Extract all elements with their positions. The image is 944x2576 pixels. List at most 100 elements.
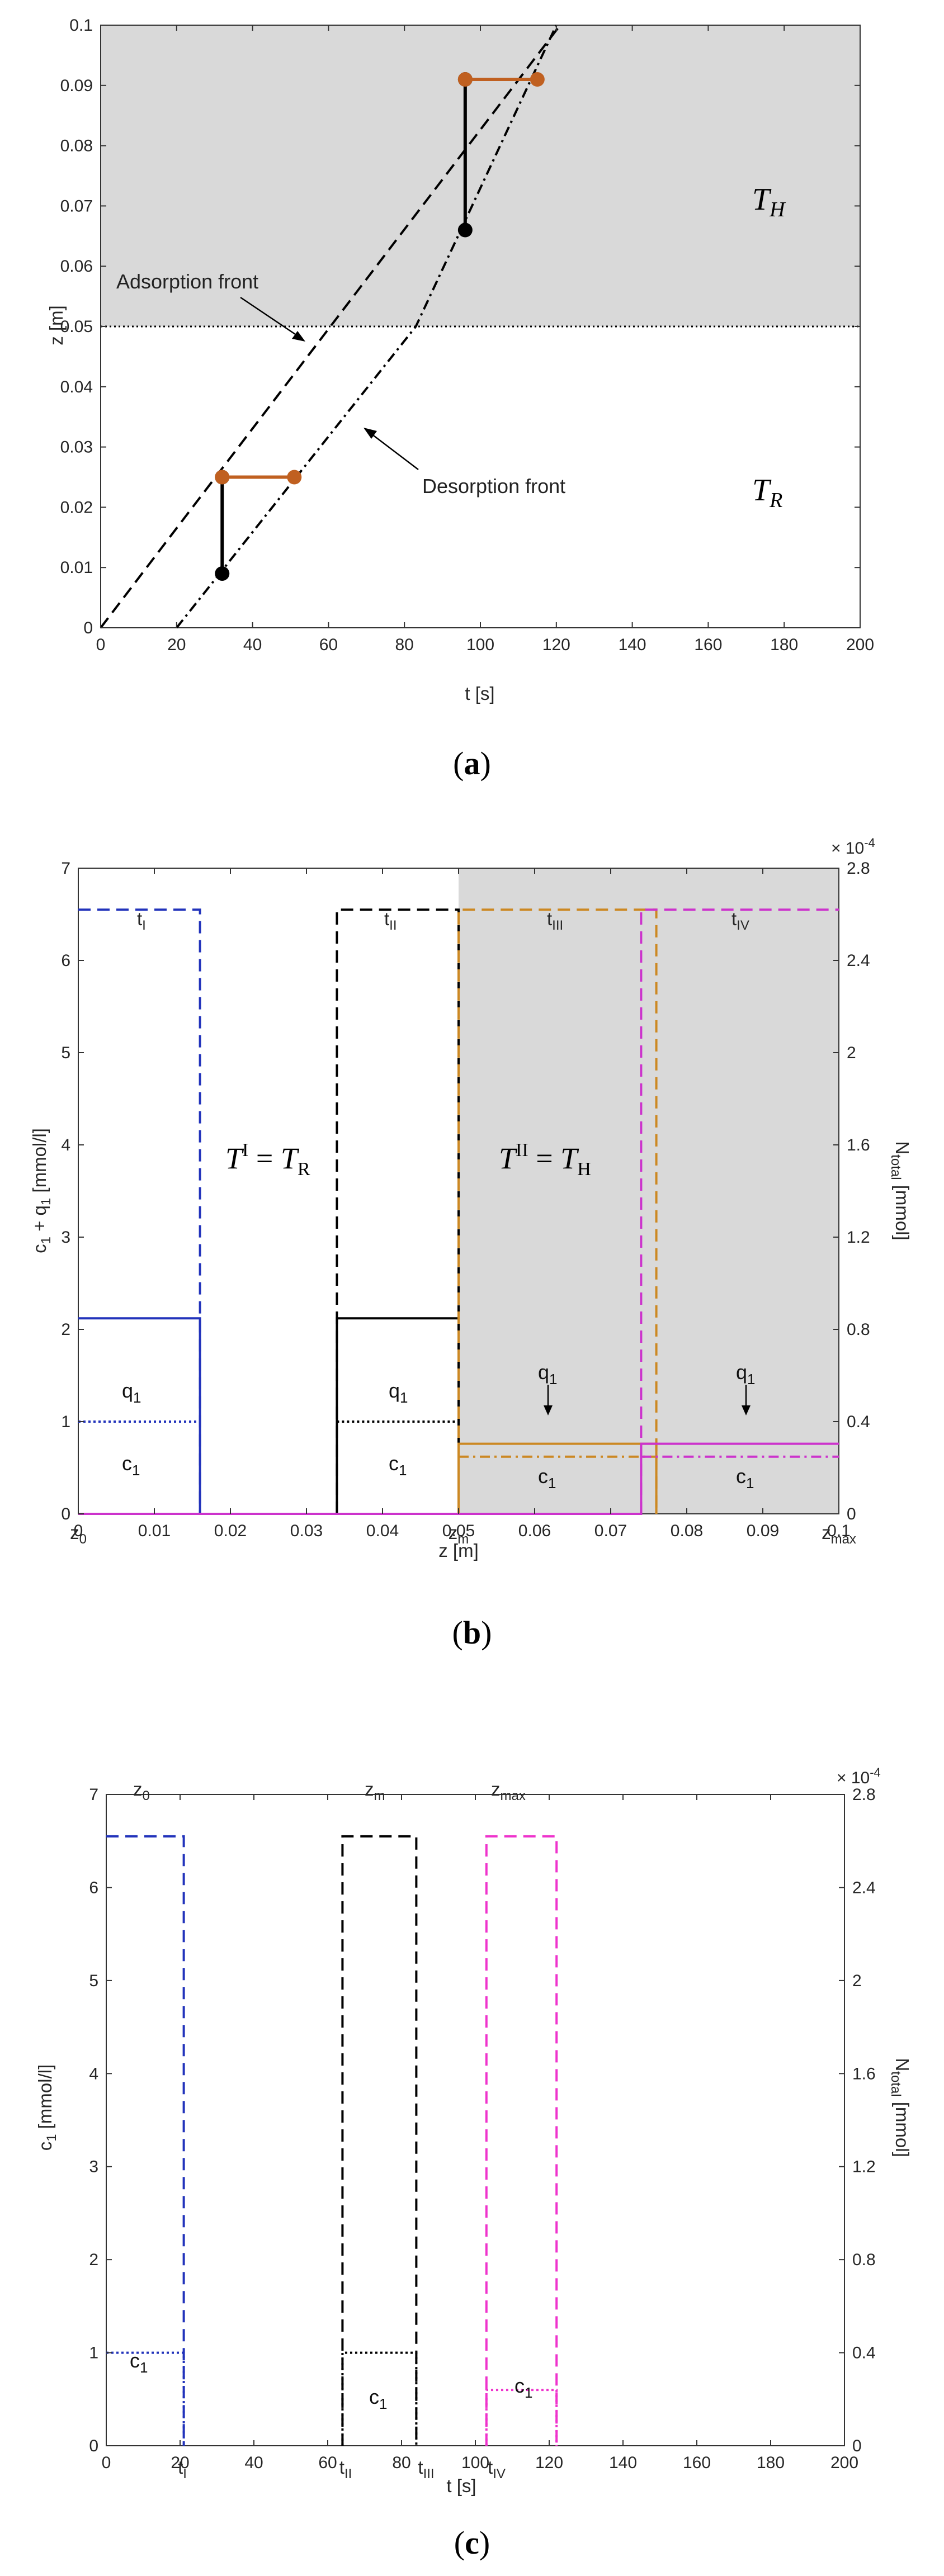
chart-b-y2tick-label: 2.4 (847, 951, 870, 970)
chart-b-y2tick-label: 0.8 (847, 1320, 870, 1339)
chart-a-marker-point (215, 470, 230, 485)
chart-c-y2tick-label: 2.4 (852, 1878, 876, 1897)
chart-c-xtick-label: 60 (318, 2454, 337, 2472)
chart-c-ytick-label: 7 (89, 1786, 98, 1804)
chart-b-ytick-label: 6 (61, 951, 70, 970)
chart-c-xtick-label: 80 (392, 2454, 410, 2472)
chart-c-ytick-label: 1 (89, 2344, 98, 2362)
chart-a-desorption-annotation: Desorption front (422, 475, 565, 498)
chart-a-xtick-label: 0 (96, 636, 106, 654)
chart-c-under-tIII: tIII (418, 2457, 434, 2482)
chart-a-ylabel: z [m] (46, 305, 67, 345)
chart-b-series-9 (640, 908, 839, 1514)
chart-a-marker-point (457, 222, 473, 238)
chart-c-y2tick-label: 1.6 (852, 2064, 876, 2083)
chart-b-series-0 (78, 908, 201, 1514)
chart-b-temp-right: TII = TH (499, 1140, 591, 1180)
chart-b-q1-label-tII: q1 (389, 1379, 408, 1406)
chart-a-xlabel: t [s] (465, 683, 494, 704)
chart-a-ytick-label: 0.08 (60, 137, 93, 155)
chart-a-xtick-label: 80 (395, 636, 414, 654)
chart-a-desorption-arrowhead (364, 428, 377, 439)
chart-b-y2tick-label: 0.4 (847, 1413, 870, 1431)
chart-b-xtick-label: 0.08 (671, 1522, 703, 1540)
chart-a-marker-point (457, 72, 473, 87)
chart-b-xtick-label: 0.04 (366, 1522, 399, 1540)
chart-b-xlabel: z [m] (438, 1540, 479, 1561)
chart-b-series-6 (457, 908, 658, 1514)
chart-b-y2tick-label: 1.6 (847, 1136, 870, 1154)
chart-c-under-tII: tII (339, 2457, 352, 2482)
chart-c: 0 20 40 60 80 100 120 140 160 180 2000123456700.40… (35, 1765, 913, 2561)
chart-c-y2tick-label: 1.2 (852, 2158, 876, 2176)
chart-c-xtick-label: 120 (535, 2454, 563, 2472)
chart-a-ytick-label: 0.05 (60, 318, 93, 336)
chart-a-marker-point (530, 72, 545, 87)
chart-c-series-4 (485, 1835, 558, 2446)
chart-a-xtick-label: 40 (243, 636, 262, 654)
chart-b-series-1 (78, 1317, 201, 1514)
chart-b-ytick-label: 1 (61, 1413, 70, 1431)
chart-c-ylabel: c1 [mmol/l] (35, 2064, 59, 2151)
chart-b-xtick-label: 0 (74, 1522, 83, 1540)
chart-b-time-label-tII: tII (384, 908, 397, 933)
chart-b-y2tick-label: 2.8 (847, 859, 870, 878)
chart-c-y2tick-label: 0.8 (852, 2251, 876, 2269)
chart-b-y2label: Ntotal [mmol] (888, 1141, 913, 1240)
chart-a-region-bottom-label: TR (752, 473, 782, 512)
chart-b-ytick-label: 3 (61, 1228, 70, 1247)
chart-a-desorption-arrow (366, 430, 419, 470)
chart-c-c1-label-z0: c1 (130, 2349, 148, 2376)
chart-b-shade-right (459, 868, 839, 1514)
chart-b-xtick-label: 0.02 (214, 1522, 247, 1540)
chart-a-xtick-label: 200 (846, 636, 874, 654)
chart-b-series-4 (336, 1317, 460, 1514)
chart-a-marker-point (215, 566, 230, 581)
chart-a-shade-top (101, 25, 860, 326)
chart-b: 0 0.01 0.02 0.03 0.04 0.05 0.06 0.07 0.08 0.09 0.1… (29, 836, 913, 1651)
chart-a-adsorption-arrow (240, 296, 303, 340)
chart-a: 0 20 40 60 80 100 120 140 160 180 200 0 0.01 0.02 0.03… (46, 16, 874, 782)
chart-c-y2tick-label: 2.8 (852, 1786, 876, 1804)
chart-c-y2label: Ntotal [mmol] (888, 2058, 913, 2157)
chart-a-ytick-label: 0.07 (60, 197, 93, 215)
chart-b-q1-label-tI: q1 (122, 1379, 141, 1406)
chart-a-ytick-label: 0.01 (60, 558, 93, 577)
chart-a-adsorption-arrowhead (292, 331, 305, 342)
chart-a-xtick-label: 60 (319, 636, 338, 654)
chart-b-ytick-label: 0 (61, 1505, 70, 1523)
chart-b-xtick-label: 0.03 (290, 1522, 323, 1540)
chart-a-xtick-label: 160 (694, 636, 722, 654)
chart-b-y2tick-label: 0 (847, 1505, 856, 1523)
chart-c-y2tick-label: 0.4 (852, 2344, 876, 2362)
chart-a-series-0 (100, 24, 561, 629)
chart-a-marker-point (287, 470, 302, 485)
chart-a-xtick-label: 120 (542, 636, 570, 654)
chart-c-ytick-label: 5 (89, 1972, 98, 1990)
chart-b-xtick-label: 0.01 (138, 1522, 171, 1540)
chart-a-ytick-label: 0 (83, 619, 93, 637)
chart-c-xlabel: t [s] (446, 2475, 476, 2496)
chart-b-ytick-label: 7 (61, 859, 70, 878)
chart-a-xtick-label: 100 (466, 636, 494, 654)
chart-c-top-label-zm: zm (365, 1779, 385, 1803)
chart-b-ylabel: c1 + q1 [mmol/l] (29, 1128, 54, 1253)
chart-b-xtick-label: 0.05 (442, 1522, 475, 1540)
chart-b-xtick-label: 0.07 (594, 1522, 627, 1540)
chart-b-y2tick-label: 2 (847, 1044, 856, 1062)
chart-b-xtick-label: 0.09 (747, 1522, 779, 1540)
chart-a-ytick-label: 0.04 (60, 378, 93, 396)
chart-c-y2tick-label: 0 (852, 2437, 862, 2455)
chart-b-arrowhead-tIV (742, 1405, 751, 1415)
chart-c-series-5 (485, 2389, 558, 2446)
chart-c-ytick-label: 4 (89, 2064, 98, 2083)
chart-c-xtick-label: 140 (609, 2454, 637, 2472)
chart-c-xtick-label: 160 (683, 2454, 711, 2472)
chart-a-ytick-label: 0.03 (60, 438, 93, 457)
chart-b-temp-left: TI = TR (225, 1140, 310, 1180)
chart-a-region-top-label: TH (752, 182, 786, 221)
chart-b-arrowhead-tIII (544, 1405, 553, 1415)
chart-b-c1-label-tII: c1 (389, 1452, 407, 1479)
chart-c-xtick-label: 100 (461, 2454, 489, 2472)
chart-c-ytick-label: 2 (89, 2251, 98, 2269)
